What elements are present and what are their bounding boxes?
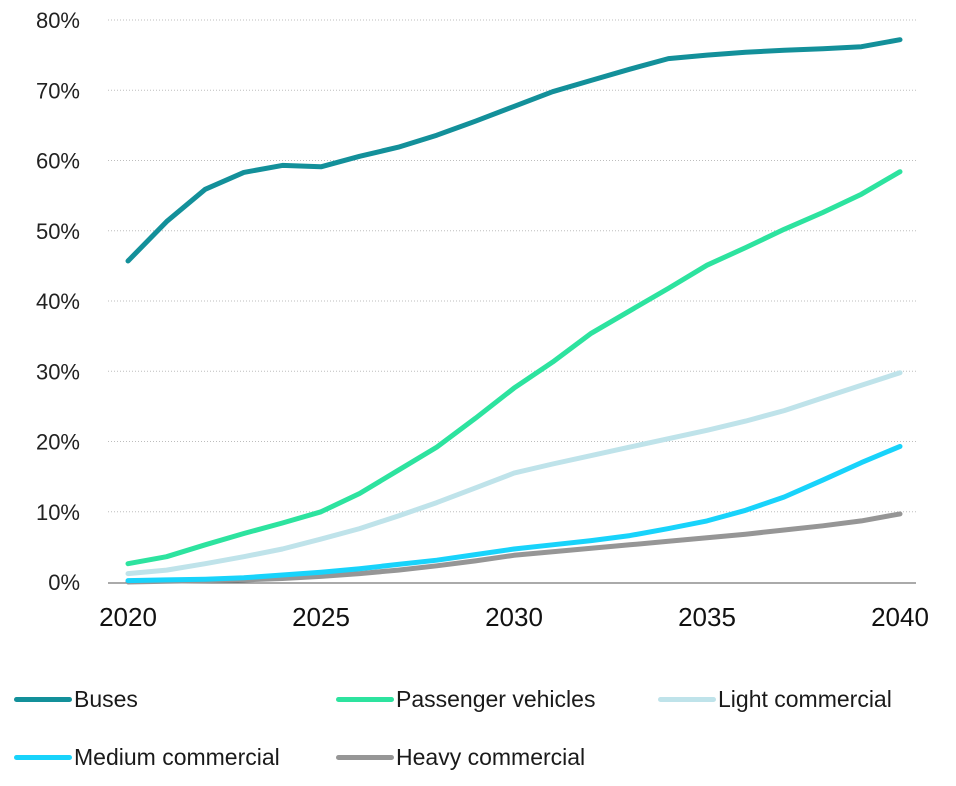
legend: Buses Passenger vehicles Light commercia… — [14, 670, 944, 786]
legend-label-passenger-vehicles: Passenger vehicles — [396, 685, 596, 712]
legend-item-light-commercial: Light commercial — [658, 686, 944, 713]
y-axis-ticks: 0% 10% 20% 30% 40% 50% 60% 70% 80% — [36, 8, 80, 595]
legend-row-1: Buses Passenger vehicles Light commercia… — [14, 670, 944, 728]
x-tick-label: 2025 — [292, 602, 350, 632]
legend-label-buses: Buses — [74, 685, 138, 712]
series-line-buses — [125, 37, 903, 264]
legend-item-heavy-commercial: Heavy commercial — [336, 744, 658, 771]
series-line-medium-commercial — [125, 443, 903, 584]
series-line-heavy-commercial — [125, 511, 903, 585]
legend-label-medium-commercial: Medium commercial — [74, 743, 280, 770]
y-tick-label: 10% — [36, 500, 80, 525]
x-tick-label: 2040 — [871, 602, 929, 632]
series-line-passenger-vehicles — [125, 169, 903, 567]
gridlines — [108, 19, 916, 513]
legend-swatch-medium-commercial — [14, 754, 72, 760]
series-line-light-commercial — [125, 370, 903, 577]
legend-swatch-light-commercial — [658, 696, 716, 702]
series-lines — [125, 37, 903, 585]
y-tick-label: 0% — [48, 570, 80, 595]
line-chart: 0%10%20%30%40%50%60%70%80% 2020 2025 2030 2… — [36, 8, 929, 632]
x-tick-label: 2030 — [485, 602, 543, 632]
legend-swatch-buses — [14, 696, 72, 702]
legend-label-light-commercial: Light commercial — [718, 685, 892, 712]
x-tick-label: 2035 — [678, 602, 736, 632]
legend-swatch-passenger-vehicles — [336, 696, 394, 702]
y-tick-label: 70% — [36, 78, 80, 103]
legend-label-heavy-commercial: Heavy commercial — [396, 743, 586, 770]
legend-item-buses: Buses — [14, 686, 336, 713]
y-tick-label: 20% — [36, 430, 80, 455]
y-tick-label: 80% — [36, 8, 80, 33]
x-axis-ticks: 2020 2025 2030 2035 2040 — [99, 602, 929, 632]
y-tick-label: 30% — [36, 359, 80, 384]
legend-item-medium-commercial: Medium commercial — [14, 744, 336, 771]
y-tick-label: 60% — [36, 149, 80, 174]
y-tick-label: 50% — [36, 219, 80, 244]
legend-item-passenger-vehicles: Passenger vehicles — [336, 686, 658, 713]
legend-row-2: Medium commercial Heavy commercial — [14, 728, 944, 786]
y-tick-label: 40% — [36, 289, 80, 314]
legend-swatch-heavy-commercial — [336, 754, 394, 760]
x-tick-label: 2020 — [99, 602, 157, 632]
